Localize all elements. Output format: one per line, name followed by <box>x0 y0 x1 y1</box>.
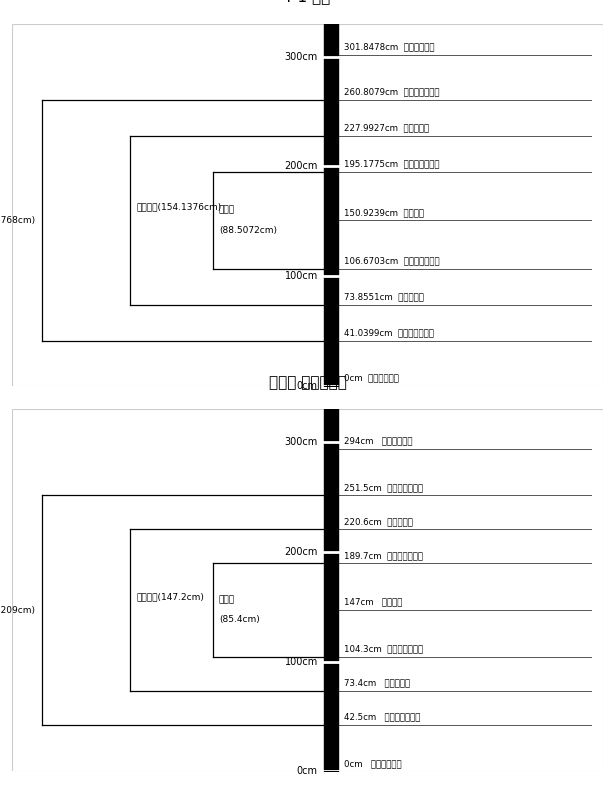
Text: 100cm: 100cm <box>285 657 318 666</box>
Text: 0cm   약최저저조위: 0cm 약최저저조위 <box>344 759 402 768</box>
Text: 42.5cm   대조평균저조위: 42.5cm 대조평균저조위 <box>344 712 421 721</box>
Text: 100cm: 100cm <box>285 271 318 281</box>
Text: 73.8551cm  평균저조위: 73.8551cm 평균저조위 <box>344 293 424 301</box>
Text: 41.0399cm  대조평균저조위: 41.0399cm 대조평균저조위 <box>344 328 434 337</box>
Text: 104.3cm  소조평균저조위: 104.3cm 소조평균저조위 <box>344 645 424 653</box>
Text: T-1 지점: T-1 지점 <box>284 0 331 4</box>
Text: 300cm: 300cm <box>285 52 318 62</box>
Text: 0cm  약최저저조위: 0cm 약최저저조위 <box>344 374 399 382</box>
Text: 220.6cm  평균고조위: 220.6cm 평균고조위 <box>344 517 413 526</box>
Text: 73.4cm   평균저조위: 73.4cm 평균저조위 <box>344 678 411 688</box>
Text: 294cm   약최고고조위: 294cm 약최고고조위 <box>344 436 413 445</box>
Text: 0cm: 0cm <box>297 766 318 776</box>
Text: 251.5cm  대조평균고조위: 251.5cm 대조평균고조위 <box>344 483 424 492</box>
Text: (88.5072cm): (88.5072cm) <box>219 226 277 235</box>
Text: 150.9239cm  평균해면: 150.9239cm 평균해면 <box>344 207 424 217</box>
Text: 106.6703cm  소조평균저조위: 106.6703cm 소조평균저조위 <box>344 256 440 266</box>
Text: 147cm   평균해면: 147cm 평균해면 <box>344 598 403 607</box>
Text: 300cm: 300cm <box>285 437 318 448</box>
Text: 195.1775cm  소조평균고조위: 195.1775cm 소조평균고조위 <box>344 159 440 169</box>
Text: 평균조차(147.2cm): 평균조차(147.2cm) <box>137 592 204 601</box>
Text: 301.8478cm  약최고고조위: 301.8478cm 약최고고조위 <box>344 42 435 52</box>
Text: 200cm: 200cm <box>285 547 318 557</box>
Text: 대조차(209cm): 대조차(209cm) <box>0 606 36 615</box>
Text: 평균조차(154.1376cm): 평균조차(154.1376cm) <box>137 203 221 211</box>
Text: 대조차(219.768cm): 대조차(219.768cm) <box>0 215 36 225</box>
Text: 260.8079cm  대조평균고조위: 260.8079cm 대조평균고조위 <box>344 87 440 96</box>
Text: 소조차: 소조차 <box>219 595 235 604</box>
Text: 모슬포 조위관측소: 모슬포 조위관측소 <box>269 374 346 390</box>
Text: 소조차: 소조차 <box>219 206 235 215</box>
Text: 189.7cm  소조평균고조위: 189.7cm 소조평균고조위 <box>344 551 423 560</box>
Text: 227.9927cm  평균고조위: 227.9927cm 평균고조위 <box>344 123 429 133</box>
Text: (85.4cm): (85.4cm) <box>219 615 260 625</box>
Text: 200cm: 200cm <box>285 161 318 172</box>
Text: 0cm: 0cm <box>297 381 318 390</box>
